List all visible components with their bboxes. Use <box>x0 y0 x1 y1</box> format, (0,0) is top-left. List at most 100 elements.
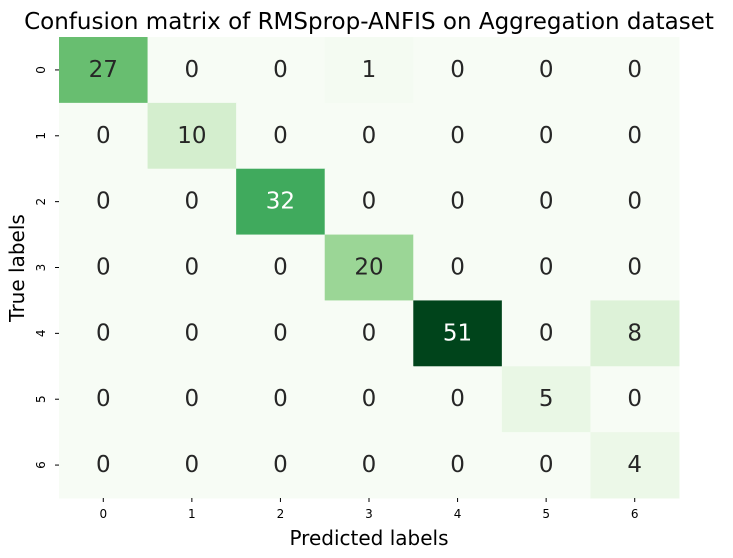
heatmap-cell-5-2 <box>236 366 326 433</box>
heatmap-cell-4-3 <box>324 300 414 367</box>
heatmap-cell-2-2 <box>236 168 326 236</box>
cell-value-label: 0 <box>539 452 554 478</box>
x-tick-label: 5 <box>542 507 550 521</box>
heatmap-cell-4-2 <box>236 300 326 367</box>
cell-value-label: 5 <box>539 386 554 412</box>
cell-value-label: 27 <box>89 57 118 83</box>
chart-title: Confusion matrix of RMSprop-ANFIS on Agg… <box>24 9 714 35</box>
cell-value-label: 0 <box>362 189 377 215</box>
heatmap-cell-4-6 <box>590 300 680 367</box>
cell-value-label: 8 <box>627 320 642 346</box>
heatmap-cell-6-4 <box>413 432 503 499</box>
cell-value-label: 0 <box>96 123 111 149</box>
cell-value-label: 0 <box>273 452 288 478</box>
heatmap-cell-3-4 <box>413 234 503 301</box>
x-tick-label: 6 <box>631 507 639 521</box>
heatmap-cell-5-3 <box>324 366 414 433</box>
heatmap-cell-3-1 <box>147 234 237 301</box>
x-tick-label: 2 <box>277 507 285 521</box>
heatmap-cell-0-5 <box>501 37 591 104</box>
y-tick-label: 2 <box>34 198 48 206</box>
cell-value-label: 0 <box>185 452 200 478</box>
heatmap-cell-2-5 <box>501 168 591 236</box>
y-tick-label: 3 <box>34 264 48 272</box>
heatmap-cell-6-5 <box>501 432 591 499</box>
cell-value-label: 0 <box>362 123 377 149</box>
x-axis-ticks: 0 1 2 3 4 5 6 <box>99 498 639 521</box>
heatmap-cell-2-0 <box>59 168 149 236</box>
cell-value-label: 0 <box>450 255 465 281</box>
cell-value-label: 0 <box>185 320 200 346</box>
cell-value-label: 0 <box>185 255 200 281</box>
heatmap-cell-0-4 <box>413 37 503 104</box>
cell-value-label: 0 <box>96 320 111 346</box>
y-axis-label: True labels <box>5 214 29 323</box>
heatmap-cell-6-3 <box>324 432 414 499</box>
heatmap-cell-5-6 <box>590 366 680 433</box>
cell-value-label: 32 <box>266 189 295 215</box>
heatmap-cell-1-4 <box>413 102 503 170</box>
y-axis-ticks: 0 1 2 3 4 5 6 <box>34 66 59 469</box>
heatmap-cell-2-6 <box>590 168 680 236</box>
x-tick-label: 4 <box>454 507 462 521</box>
heatmap-cell-4-5 <box>501 300 591 367</box>
heatmap-cell-3-3 <box>324 234 414 301</box>
x-tick-label: 1 <box>188 507 196 521</box>
y-tick-label: 6 <box>34 461 48 469</box>
heatmap-cell-3-2 <box>236 234 326 301</box>
cell-value-label: 0 <box>362 452 377 478</box>
cell-value-label: 0 <box>539 123 554 149</box>
cell-value-label: 0 <box>362 320 377 346</box>
heatmap-cell-6-0 <box>59 432 149 499</box>
y-tick-label: 5 <box>34 395 48 403</box>
cell-value-label: 0 <box>450 189 465 215</box>
heatmap-cell-0-2 <box>236 37 326 104</box>
cell-value-label: 0 <box>273 57 288 83</box>
heatmap-cell-1-6 <box>590 102 680 170</box>
x-tick-label: 3 <box>365 507 373 521</box>
heatmap-cell-5-5 <box>501 366 591 433</box>
heatmap-cell-1-3 <box>324 102 414 170</box>
cell-value-label: 0 <box>185 189 200 215</box>
cell-value-label: 0 <box>539 255 554 281</box>
cell-value-label: 1 <box>362 57 377 83</box>
heatmap-cell-5-1 <box>147 366 237 433</box>
cell-value-label: 0 <box>96 452 111 478</box>
cell-value-label: 0 <box>627 386 642 412</box>
cell-value-label: 0 <box>627 123 642 149</box>
cell-value-label: 0 <box>273 255 288 281</box>
cell-value-label: 0 <box>362 386 377 412</box>
heatmap-cell-6-6 <box>590 432 680 499</box>
heatmap-cell-4-1 <box>147 300 237 367</box>
heatmap-cell-0-6 <box>590 37 680 104</box>
cell-value-label: 0 <box>450 123 465 149</box>
heatmap-cell-3-0 <box>59 234 149 301</box>
cell-value-label: 20 <box>354 255 383 281</box>
heatmap-cell-3-5 <box>501 234 591 301</box>
cell-value-label: 0 <box>627 189 642 215</box>
heatmap-cell-2-1 <box>147 168 237 236</box>
heatmap-cell-0-0 <box>59 37 149 104</box>
cell-value-label: 0 <box>273 123 288 149</box>
heatmap-cell-1-0 <box>59 102 149 170</box>
cell-value-label: 0 <box>273 386 288 412</box>
cell-value-label: 0 <box>273 320 288 346</box>
heatmap-cell-1-5 <box>501 102 591 170</box>
cell-value-label: 0 <box>450 386 465 412</box>
heatmap-cell-1-1 <box>147 102 237 170</box>
heatmap-cell-4-4 <box>413 300 503 367</box>
heatmap-cell-0-1 <box>147 37 237 104</box>
cell-value-label: 0 <box>627 57 642 83</box>
cell-value-label: 10 <box>177 123 206 149</box>
cell-value-label: 51 <box>443 320 472 346</box>
cell-value-label: 0 <box>185 57 200 83</box>
y-tick-label: 0 <box>34 66 48 74</box>
cell-value-label: 0 <box>96 189 111 215</box>
y-tick-label: 4 <box>34 330 48 338</box>
cell-value-label: 0 <box>539 320 554 346</box>
cell-value-label: 0 <box>96 255 111 281</box>
x-axis-label: Predicted labels <box>289 526 448 550</box>
heatmap-cell-0-3 <box>324 37 414 104</box>
cell-value-label: 0 <box>539 57 554 83</box>
